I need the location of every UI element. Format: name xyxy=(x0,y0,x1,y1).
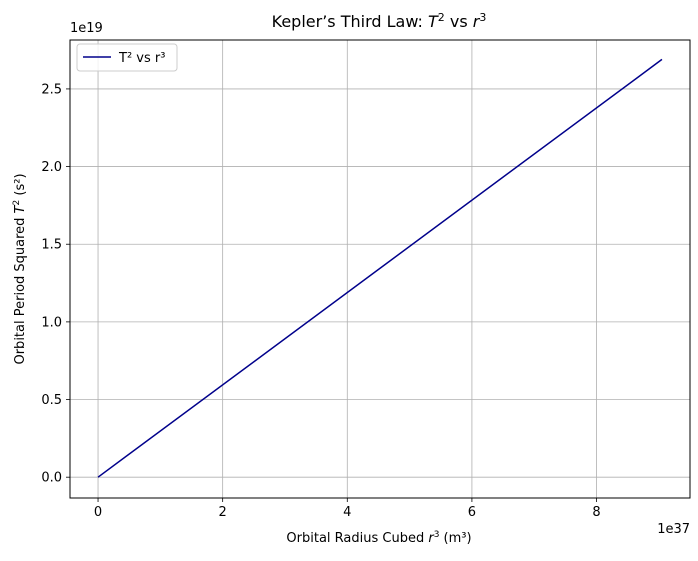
legend-label: T² vs r³ xyxy=(118,51,165,66)
y-tick-label: 0.5 xyxy=(41,393,62,408)
y-axis-label: Orbital Period Squared T2 (s²) xyxy=(12,173,28,364)
x-tick-label: 8 xyxy=(592,505,600,520)
series-group xyxy=(97,58,663,478)
series-line xyxy=(97,58,663,478)
x-tick-label: 2 xyxy=(219,505,227,520)
x-tick-label: 0 xyxy=(94,505,102,520)
y-tick-label: 1.5 xyxy=(41,238,62,253)
legend: T² vs r³ xyxy=(76,43,178,72)
y-tick-label: 2.0 xyxy=(41,160,62,175)
ticks: 0 2 4 6 8 0.0 0.5 1.0 1.5 2.0 2.5 xyxy=(41,82,600,520)
chart-title: Kepler’s Third Law: T2 vs r3 xyxy=(272,11,487,31)
y-offset-label: 1e19 xyxy=(70,21,103,36)
x-offset-label: 1e37 xyxy=(657,522,690,537)
x-tick-label: 4 xyxy=(343,505,351,520)
x-tick-label: 6 xyxy=(468,505,476,520)
y-tick-label: 2.5 xyxy=(41,82,62,97)
legend-box xyxy=(76,43,178,72)
y-tick-label: 1.0 xyxy=(41,315,62,330)
axes-frame xyxy=(69,39,691,499)
grid xyxy=(70,40,690,498)
y-tick-label: 0.0 xyxy=(41,471,62,486)
x-axis-label: Orbital Radius Cubed r3 (m³) xyxy=(286,530,471,546)
